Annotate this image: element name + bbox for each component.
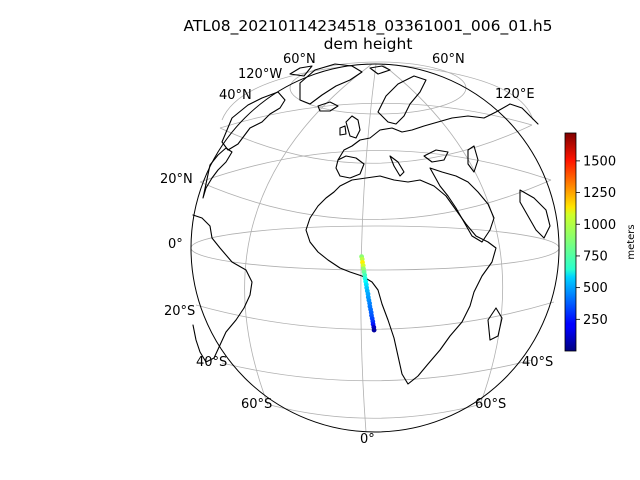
coast-iberia	[335, 155, 365, 179]
globe-outline	[190, 63, 560, 433]
colorbar-tick-label: 750	[583, 249, 608, 264]
coast-north-america-east	[202, 147, 233, 199]
globe	[190, 61, 560, 433]
label-60n-right: 60°N	[432, 52, 465, 67]
coast-greenland	[299, 63, 363, 105]
colorbar-tick-label: 1250	[583, 186, 616, 201]
label-60s-right: 60°S	[475, 397, 506, 412]
gridline-lat-20n-back	[199, 150, 552, 183]
gridline-lon-60w	[244, 63, 373, 406]
gridline-lat-60s	[269, 403, 483, 419]
gridline-lon-120e	[383, 63, 534, 121]
coast-arctic-islands	[289, 65, 391, 77]
colorbar-tick-label: 250	[583, 313, 608, 328]
colorbar-label: meters	[626, 224, 637, 259]
colorbar-tick-label: 1500	[583, 154, 616, 169]
colorbar-tick-label: 1000	[583, 218, 616, 233]
label-0-left: 0°	[168, 237, 183, 252]
label-40n: 40°N	[219, 88, 252, 103]
map-title: ATL08_20210114234518_03361001_006_01.h5	[183, 17, 552, 36]
label-120e: 120°E	[495, 87, 535, 102]
coast-south-america	[192, 214, 253, 363]
label-0-bottom: 0°	[360, 432, 375, 447]
gridline-lon-60e	[381, 63, 504, 406]
coast-scandinavia	[377, 75, 427, 125]
label-20n: 20°N	[160, 172, 193, 187]
coast-north-america	[221, 91, 286, 151]
coast-caspian	[467, 145, 479, 173]
coast-iceland	[317, 101, 339, 112]
track-point	[371, 327, 377, 333]
coast-madagascar	[487, 307, 503, 341]
coast-british-isles	[339, 115, 361, 139]
colorbar-gradient	[564, 132, 577, 352]
label-60s-left: 60°S	[241, 397, 272, 412]
coast-africa	[305, 175, 497, 385]
globe-background	[191, 64, 559, 432]
track	[359, 254, 377, 333]
coast-middle-east	[429, 167, 495, 243]
gridline-lon-0	[360, 63, 377, 433]
gridline-lat-20n	[199, 179, 552, 220]
label-40s-left: 40°S	[196, 355, 227, 370]
coastlines	[192, 63, 551, 385]
gridline-lat-40n	[219, 124, 533, 164]
label-20s: 20°S	[164, 304, 195, 319]
label-120w: 120°W	[238, 67, 282, 82]
gridline-labels: 60°N 60°N 120°W 120°E 40°N 20°N 0° 20°S …	[160, 52, 553, 447]
gridline-lat-40n-back	[219, 102, 533, 129]
label-60n-left: 60°N	[283, 52, 316, 67]
colorbar-ticks: 250 500 750 1000 1250 1500	[576, 154, 616, 328]
map-subtitle: dem height	[324, 35, 413, 53]
coast-europe	[337, 103, 539, 161]
coast-italy	[389, 155, 405, 177]
coast-black-sea	[423, 149, 449, 163]
coast-india	[519, 189, 551, 239]
colorbar: 250 500 750 1000 1250 1500 meters	[564, 132, 637, 352]
label-40s-right: 40°S	[522, 355, 553, 370]
colorbar-tick-label: 500	[583, 281, 608, 296]
